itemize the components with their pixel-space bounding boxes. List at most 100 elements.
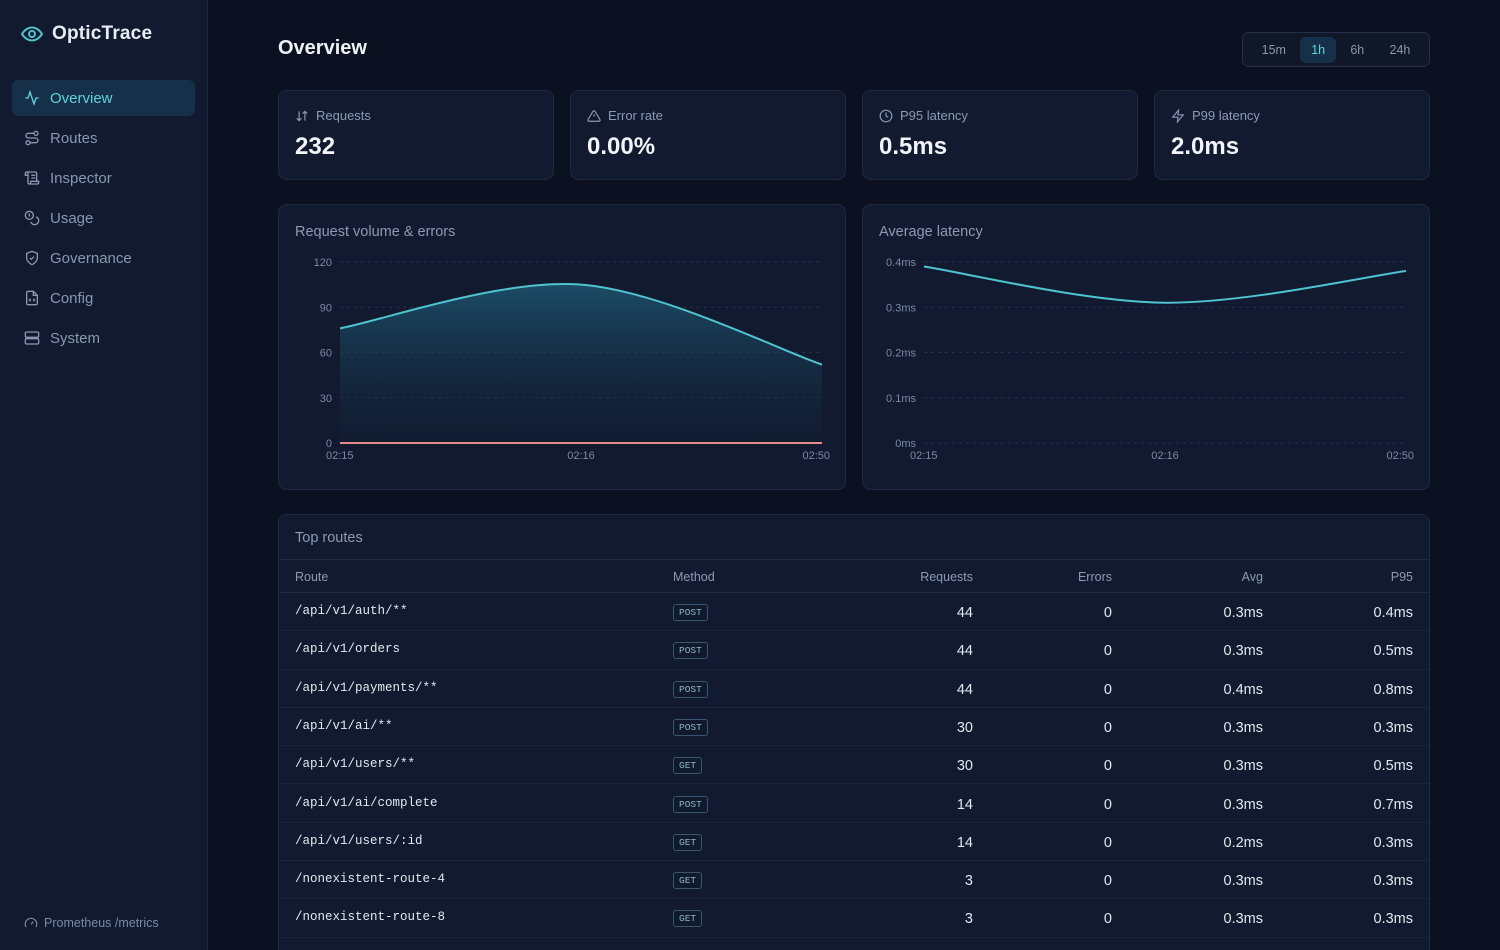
sidebar-item-label: Config (50, 289, 94, 307)
y-tick-label: 0 (326, 438, 332, 450)
column-header-method[interactable]: Method (673, 570, 715, 584)
brand[interactable]: OpticTrace (20, 22, 152, 46)
p95-cell: 0.3ms (1373, 834, 1414, 851)
routes-icon (25, 130, 39, 146)
y-tick-label: 0.3ms (886, 302, 916, 314)
eye-icon (20, 26, 44, 42)
metrics-link-label: Prometheus /metrics (44, 916, 159, 930)
table-row[interactable]: /nonexistent-route-4 GET 3 0 0.3ms 0.3ms (279, 861, 1429, 900)
sidebar-item-usage[interactable]: Usage (12, 200, 195, 236)
stat-label: Requests (316, 108, 371, 123)
table-row[interactable]: /api/v1/ai/complete POST 14 0 0.3ms 0.7ms (279, 785, 1429, 823)
table-row[interactable]: /api/v1/users/** GET 30 0 0.3ms 0.5ms (279, 746, 1429, 785)
x-tick-label: 02:50 (802, 450, 830, 462)
route-path: /api/v1/ai/** (295, 718, 393, 733)
avg-cell: 0.3ms (1223, 873, 1264, 890)
y-tick-label: 60 (320, 348, 332, 360)
method-badge: POST (673, 795, 708, 813)
sidebar-item-overview[interactable]: Overview (12, 80, 195, 116)
chart-title: Request volume & errors (295, 224, 456, 240)
requests-cell: 30 (956, 758, 973, 775)
table-row[interactable]: /api/v1/payments/** POST 44 0 0.4ms 0.8ms (279, 670, 1429, 708)
column-header-avg[interactable]: Avg (1241, 570, 1263, 584)
stat-value: 232 (295, 133, 336, 160)
table-row[interactable]: /api/v1/orders POST 44 0 0.3ms 0.5ms (279, 631, 1429, 670)
chart-card-average-latency: Average latency 0ms 0.1ms 0.2ms 0.3ms 0.4ms 0… (862, 204, 1430, 490)
errors-cell: 0 (1103, 758, 1112, 775)
stat-label: P95 latency (900, 108, 968, 123)
table-row[interactable]: /nonexistent-route-8 GET 3 0 0.3ms 0.3ms (279, 899, 1429, 938)
clock-icon (879, 109, 893, 122)
p95-cell: 0.4ms (1373, 605, 1414, 621)
column-header-errors[interactable]: Errors (1077, 570, 1112, 584)
sidebar: OpticTrace Overview Routes Inspector Usa… (0, 0, 208, 950)
table-row[interactable]: /api/v1/auth/** POST 44 0 0.3ms 0.4ms (279, 593, 1429, 632)
sidebar-item-label: System (50, 329, 101, 347)
range-option-15m[interactable]: 15m (1261, 42, 1286, 57)
arrows-sort-icon (296, 110, 308, 121)
route-path: /api/v1/users/:id (295, 833, 423, 848)
x-tick-label: 02:15 (326, 450, 354, 462)
sidebar-item-label: Overview (50, 89, 113, 107)
page-title: Overview (278, 37, 367, 59)
sidebar-item-routes[interactable]: Routes (12, 120, 195, 156)
avg-cell: 0.3ms (1223, 911, 1264, 928)
route-path: /api/v1/ai/complete (295, 795, 438, 810)
avg-cell: 0.4ms (1223, 681, 1264, 698)
route-path: /api/v1/payments/** (295, 680, 438, 695)
shield-icon (26, 250, 38, 266)
requests-cell: 14 (956, 834, 973, 851)
x-tick-label: 02:50 (1386, 450, 1414, 462)
stat-card-p99-latency: P99 latency 2.0ms (1154, 90, 1430, 180)
chart-title: Average latency (879, 224, 983, 240)
method-badge: POST (673, 718, 708, 736)
sidebar-item-inspector[interactable]: Inspector (12, 160, 195, 196)
range-option-1h[interactable]: 1h (1300, 36, 1337, 63)
y-tick-label: 0.2ms (886, 348, 916, 360)
stat-value: 0.5ms (879, 133, 948, 160)
column-header-p95[interactable]: P95 (1390, 570, 1413, 584)
errors-cell: 0 (1103, 796, 1112, 813)
avg-cell: 0.2ms (1223, 834, 1264, 851)
x-tick-label: 02:16 (567, 450, 595, 462)
stat-label: P99 latency (1192, 108, 1260, 123)
method-badge: POST (673, 680, 708, 698)
column-header-requests[interactable]: Requests (920, 570, 973, 584)
sidebar-item-label: Inspector (50, 169, 112, 187)
sidebar-item-system[interactable]: System (12, 320, 195, 356)
metrics-link[interactable]: Prometheus /metrics (24, 916, 159, 930)
series-line[interactable] (923, 265, 1407, 304)
sidebar-item-label: Routes (50, 129, 98, 147)
method-badge: GET (673, 910, 703, 928)
p95-cell: 0.3ms (1373, 911, 1414, 928)
stat-card-error-rate: Error rate 0.00% (570, 90, 846, 180)
requests-cell: 30 (956, 719, 973, 736)
sidebar-item-label: Usage (50, 209, 94, 227)
p95-cell: 0.3ms (1373, 719, 1414, 736)
method-badge: POST (673, 642, 708, 660)
sidebar-item-governance[interactable]: Governance (12, 240, 195, 276)
range-option-24h[interactable]: 24h (1389, 42, 1411, 57)
avg-cell: 0.3ms (1223, 719, 1264, 736)
requests-cell: 3 (964, 873, 973, 890)
series-line[interactable] (339, 283, 823, 366)
range-option-6h[interactable]: 6h (1350, 42, 1365, 57)
sidebar-item-config[interactable]: Config (12, 280, 195, 316)
x-tick-label: 02:16 (1151, 450, 1179, 462)
errors-cell: 0 (1103, 719, 1112, 736)
y-tick-label: 0.1ms (886, 393, 916, 405)
table-row[interactable]: /api/v1/users/:id GET 14 0 0.2ms 0.3ms (279, 823, 1429, 862)
requests-cell: 3 (964, 911, 973, 928)
column-header-route[interactable]: Route (295, 570, 329, 584)
file-code-icon (26, 290, 38, 306)
table-row[interactable]: /api/v1/ai/** POST 30 0 0.3ms 0.3ms (279, 708, 1429, 747)
y-tick-label: 0.4ms (886, 257, 916, 269)
y-tick-label: 120 (314, 257, 332, 269)
average-latency-chart: 0ms 0.1ms 0.2ms 0.3ms 0.4ms 02:15 02:16 02:50 (886, 257, 1414, 462)
avg-cell: 0.3ms (1223, 796, 1264, 813)
p95-cell: 0.5ms (1373, 643, 1414, 660)
requests-cell: 44 (956, 643, 973, 660)
server-icon (24, 331, 40, 345)
y-tick-label: 30 (320, 393, 332, 405)
errors-cell: 0 (1103, 643, 1112, 660)
